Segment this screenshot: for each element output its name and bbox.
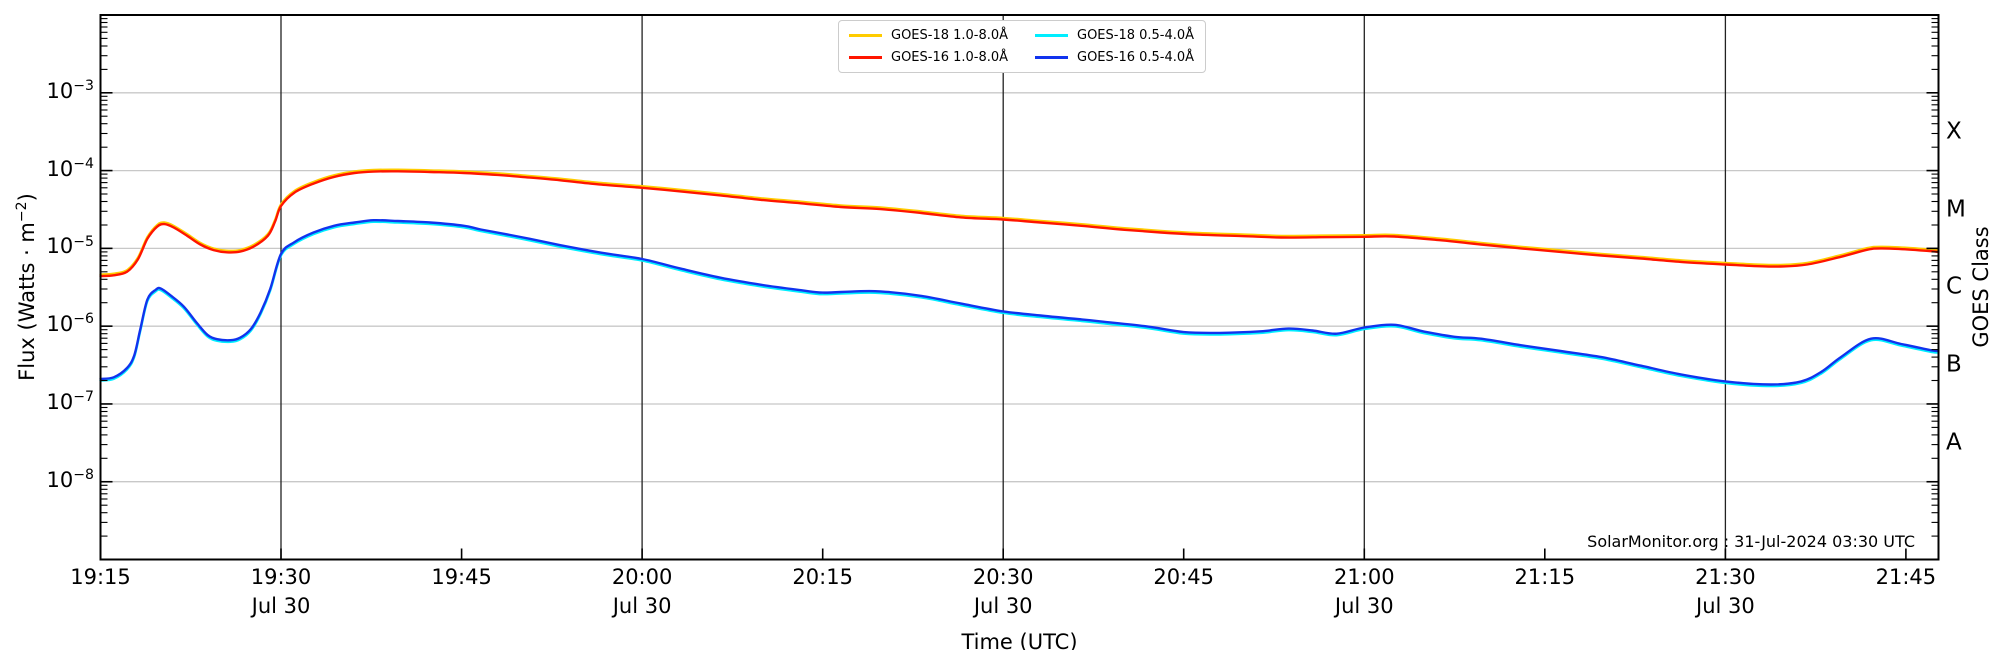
y-tick-label-1e-3: 10−3 [46, 78, 94, 103]
series-GOES-18-1.0-8.0- [99, 168, 1940, 276]
series-GOES-16-1.0-8.0- [99, 170, 1940, 278]
x-tick-label-2130: 21:30 [1695, 565, 1756, 589]
x-tick-label-2145: 21:45 [1875, 565, 1937, 589]
series-GOES-18-0.5-4.0- [99, 220, 1940, 388]
x-tick-label-2100: 21:00 [1334, 565, 1395, 589]
goes-class-letter-M: M [1946, 196, 1966, 222]
legend-box: GOES-18 1.0-8.0Å GOES-16 1.0-8.0Å GOES-18 … [838, 20, 1206, 73]
legend-item-GOES-18-0.5-4.0-: GOES-18 0.5-4.0Å [1035, 24, 1195, 47]
legend-item-GOES-18-1.0-8.0-: GOES-18 1.0-8.0Å [849, 24, 1009, 47]
x-tick-label-2030: 20:30 [972, 565, 1034, 589]
legend-label: GOES-18 0.5-4.0Å [1077, 27, 1195, 43]
legend-swatch [1035, 56, 1068, 60]
x-tick-date-2100: Jul 30 [1334, 594, 1394, 618]
legend-swatch [849, 33, 882, 37]
x-tick-date-2000: Jul 30 [612, 594, 672, 618]
y-tick-label-1e-6: 10−6 [46, 311, 94, 337]
x-tick-label-2000: 20:00 [611, 565, 673, 589]
x-tick-label-2115: 21:15 [1514, 565, 1576, 589]
goes-class-letter-B: B [1946, 351, 1962, 378]
x-tick-label-1915: 19:15 [70, 565, 131, 589]
legend-label: GOES-16 0.5-4.0Å [1077, 50, 1195, 66]
x-tick-label-2015: 20:15 [792, 565, 853, 589]
legend-label: GOES-16 1.0-8.0Å [891, 50, 1009, 66]
x-axis-label: Time (UTC) [961, 630, 1078, 650]
y-axis-label: Flux (Watts · m−2) [14, 193, 39, 381]
y-tick-label-1e-5: 10−5 [46, 233, 94, 259]
x-tick-date-2030: Jul 30 [973, 594, 1033, 618]
x-tick-label-1945: 19:45 [431, 565, 492, 589]
legend-item-GOES-16-1.0-8.0-: GOES-16 1.0-8.0Å [849, 47, 1009, 70]
legend-swatch [849, 56, 882, 60]
legend-swatch [1035, 33, 1068, 37]
y-tick-label-1e-4: 10−4 [46, 155, 94, 181]
legend-label: GOES-18 1.0-8.0Å [891, 27, 1009, 43]
watermark-annotation: SolarMonitor.org : 31-Jul-2024 03:30 UTC [1587, 532, 1915, 551]
y-tick-label-1e-7: 10−7 [46, 389, 94, 414]
x-tick-date-2130: Jul 30 [1696, 594, 1755, 618]
goes-class-letter-X: X [1946, 118, 1962, 145]
right-axis-label: GOES Class [1969, 226, 1993, 348]
goes-class-letter-C: C [1946, 273, 1963, 300]
y-tick-label-1e-8: 10−8 [46, 466, 94, 492]
x-tick-date-1930: Jul 30 [251, 594, 311, 618]
goes-class-letter-A: A [1946, 429, 1962, 456]
series-GOES-16-0.5-4.0- [99, 218, 1940, 386]
x-tick-label-1930: 19:30 [250, 565, 312, 589]
x-tick-label-2045: 20:45 [1153, 565, 1214, 589]
legend-item-GOES-16-0.5-4.0-: GOES-16 0.5-4.0Å [1035, 47, 1195, 70]
